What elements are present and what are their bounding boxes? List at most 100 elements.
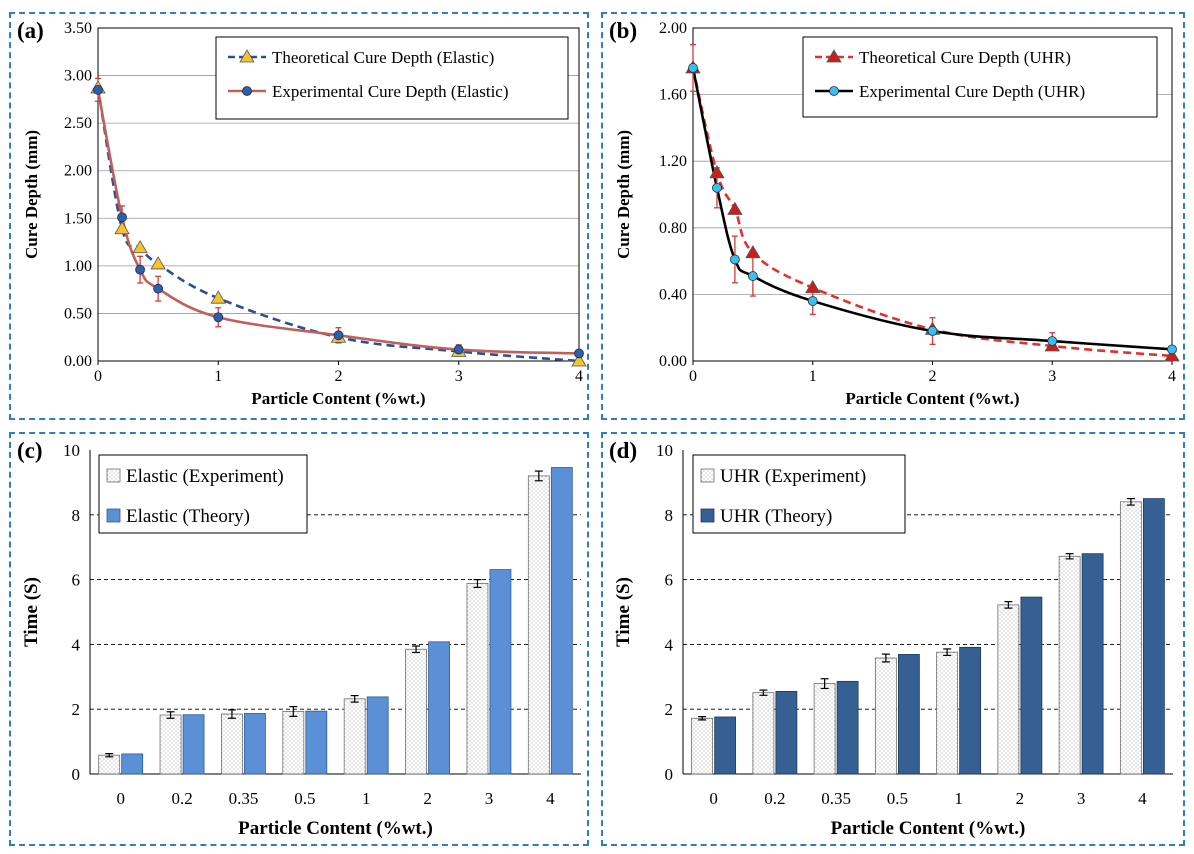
c-category-label: 0.2	[171, 789, 192, 808]
c-ytick-label: 10	[63, 441, 80, 460]
c-bar-experiment	[466, 583, 489, 775]
d-bar-experiment	[1119, 501, 1142, 775]
b-series-0-point	[805, 279, 821, 294]
a-ytick-label: 0.00	[64, 353, 92, 370]
a-legend-box	[215, 36, 569, 120]
b-ytick-label: 1.60	[659, 87, 687, 104]
c-bar-theory	[244, 713, 266, 775]
d-bar-experiment	[752, 692, 775, 775]
a-legend-entry: Theoretical Cure Depth (Elastic)	[272, 48, 494, 67]
c-y-axis-label: Time (S)	[21, 577, 42, 647]
d-ytick-label: 0	[665, 765, 674, 784]
a-y-axis-label: Cure Depth (mm)	[22, 130, 41, 259]
c-bar-theory	[121, 753, 144, 775]
d-bar-experiment	[997, 604, 1020, 775]
d-category-label: 0	[709, 789, 718, 808]
b-series-0-point	[727, 201, 743, 215]
d-ytick-label: 10	[656, 441, 673, 460]
c-category-label: 2	[423, 789, 432, 808]
d-bar-theory	[959, 646, 982, 775]
d-ytick-label: 2	[665, 700, 674, 719]
c-bar-experiment	[159, 714, 182, 775]
c-bar-experiment	[221, 713, 243, 775]
b-series-1-point	[1047, 336, 1058, 346]
d-category-label: 0.35	[821, 789, 851, 808]
c-ytick-label: 2	[72, 700, 81, 719]
a-series-0-point	[150, 256, 166, 270]
a-series-1-point	[135, 264, 145, 275]
a-series-1-line	[96, 89, 580, 355]
b-legend-marker	[829, 86, 839, 96]
c-category-label: 4	[546, 789, 555, 808]
a-series-1-point	[333, 330, 344, 341]
c-legend-swatch	[106, 508, 121, 523]
c-legend-swatch	[106, 468, 121, 483]
a-plot-frame	[97, 27, 580, 362]
c-legend-entry: Elastic (Experiment)	[126, 466, 284, 487]
b-xtick-label: 3	[1048, 368, 1056, 385]
d-bar-experiment	[936, 651, 959, 775]
d-category-label: 2	[1016, 789, 1025, 808]
c-ytick-label: 6	[72, 571, 81, 590]
b-series-1-point	[712, 182, 722, 193]
a-ytick-label: 3.50	[64, 20, 92, 37]
b-series-1-point	[747, 271, 758, 281]
b-ytick-label: 0.80	[659, 220, 687, 237]
d-bar-experiment	[1058, 555, 1081, 775]
d-legend-swatch	[700, 468, 715, 483]
b-legend-box	[802, 36, 1158, 118]
a-series-1-point	[453, 344, 464, 355]
d-bar-theory	[1020, 596, 1043, 775]
d-x-axis-label: Particle Content (%wt.)	[831, 818, 1026, 839]
a-ytick-label: 2.00	[64, 163, 92, 180]
a-series-0-point	[210, 290, 226, 304]
b-x-axis-label: Particle Content (%wt.)	[845, 389, 1019, 408]
b-xtick-label: 0	[689, 368, 697, 385]
a-legend-entry: Experimental Cure Depth (Elastic)	[272, 82, 509, 101]
a-x-axis-label: Particle Content (%wt.)	[251, 389, 425, 408]
c-bar-theory	[489, 569, 512, 775]
b-ytick-label: 2.00	[659, 20, 687, 37]
d-category-label: 3	[1077, 789, 1086, 808]
b-legend-entry: Theoretical Cure Depth (UHR)	[859, 48, 1071, 67]
d-category-label: 4	[1138, 789, 1147, 808]
c-bar-experiment	[282, 711, 305, 775]
d-bar-theory	[836, 680, 859, 775]
b-series-1-point	[1167, 344, 1177, 355]
chart-c-svg: 0 2 4 6 8 10 0 0.2 0.35 0.5 1 2 3 4 Particle Content (…	[21, 441, 581, 839]
c-ytick-label: 0	[72, 765, 81, 784]
panel-a: 0.00 0.50 1.00 1.50 2.00 2.50 3.00 3.50 0 1 2 3 4 Par…	[9, 12, 589, 420]
c-legend-box	[98, 454, 308, 534]
d-ytick-label: 8	[665, 506, 674, 525]
c-category-label: 0.5	[294, 789, 315, 808]
d-bar-theory	[1081, 553, 1104, 775]
b-series-1-point	[927, 326, 938, 336]
a-ytick-label: 3.00	[64, 68, 92, 85]
c-category-label: 0.35	[229, 789, 259, 808]
c-x-axis-label: Particle Content (%wt.)	[238, 818, 433, 839]
b-series-1-point	[688, 63, 698, 73]
b-legend-entry: Experimental Cure Depth (UHR)	[859, 82, 1085, 101]
c-bar-theory	[182, 714, 205, 775]
c-bar-theory	[428, 641, 450, 775]
a-series-0-point	[132, 239, 148, 254]
a-xtick-label: 0	[94, 368, 102, 385]
panel-c: 0 2 4 6 8 10 0 0.2 0.35 0.5 1 2 3 4 Particle Content (…	[9, 432, 589, 846]
d-legend-entry: UHR (Experiment)	[720, 466, 866, 487]
d-ytick-label: 6	[665, 571, 674, 590]
a-series-1-point	[153, 283, 164, 294]
c-bar-theory	[366, 696, 389, 775]
d-bar-theory	[897, 654, 920, 775]
chart-d-svg: 0 2 4 6 8 10 0 0.2 0.35 0.5 1 2 3 4 Particle Content (…	[613, 441, 1173, 839]
c-bar-experiment	[527, 475, 550, 775]
b-plot-frame	[692, 27, 1173, 362]
b-ytick-label: 0.00	[659, 353, 687, 370]
a-ytick-label: 1.00	[64, 258, 92, 275]
b-series-1-point	[807, 296, 818, 306]
d-ytick-label: 4	[665, 635, 674, 654]
d-bar-experiment	[691, 717, 714, 775]
d-bar-theory	[714, 716, 737, 775]
b-xtick-label: 4	[1168, 368, 1176, 385]
d-category-label: 0.2	[764, 789, 785, 808]
c-bar-theory	[305, 710, 328, 775]
